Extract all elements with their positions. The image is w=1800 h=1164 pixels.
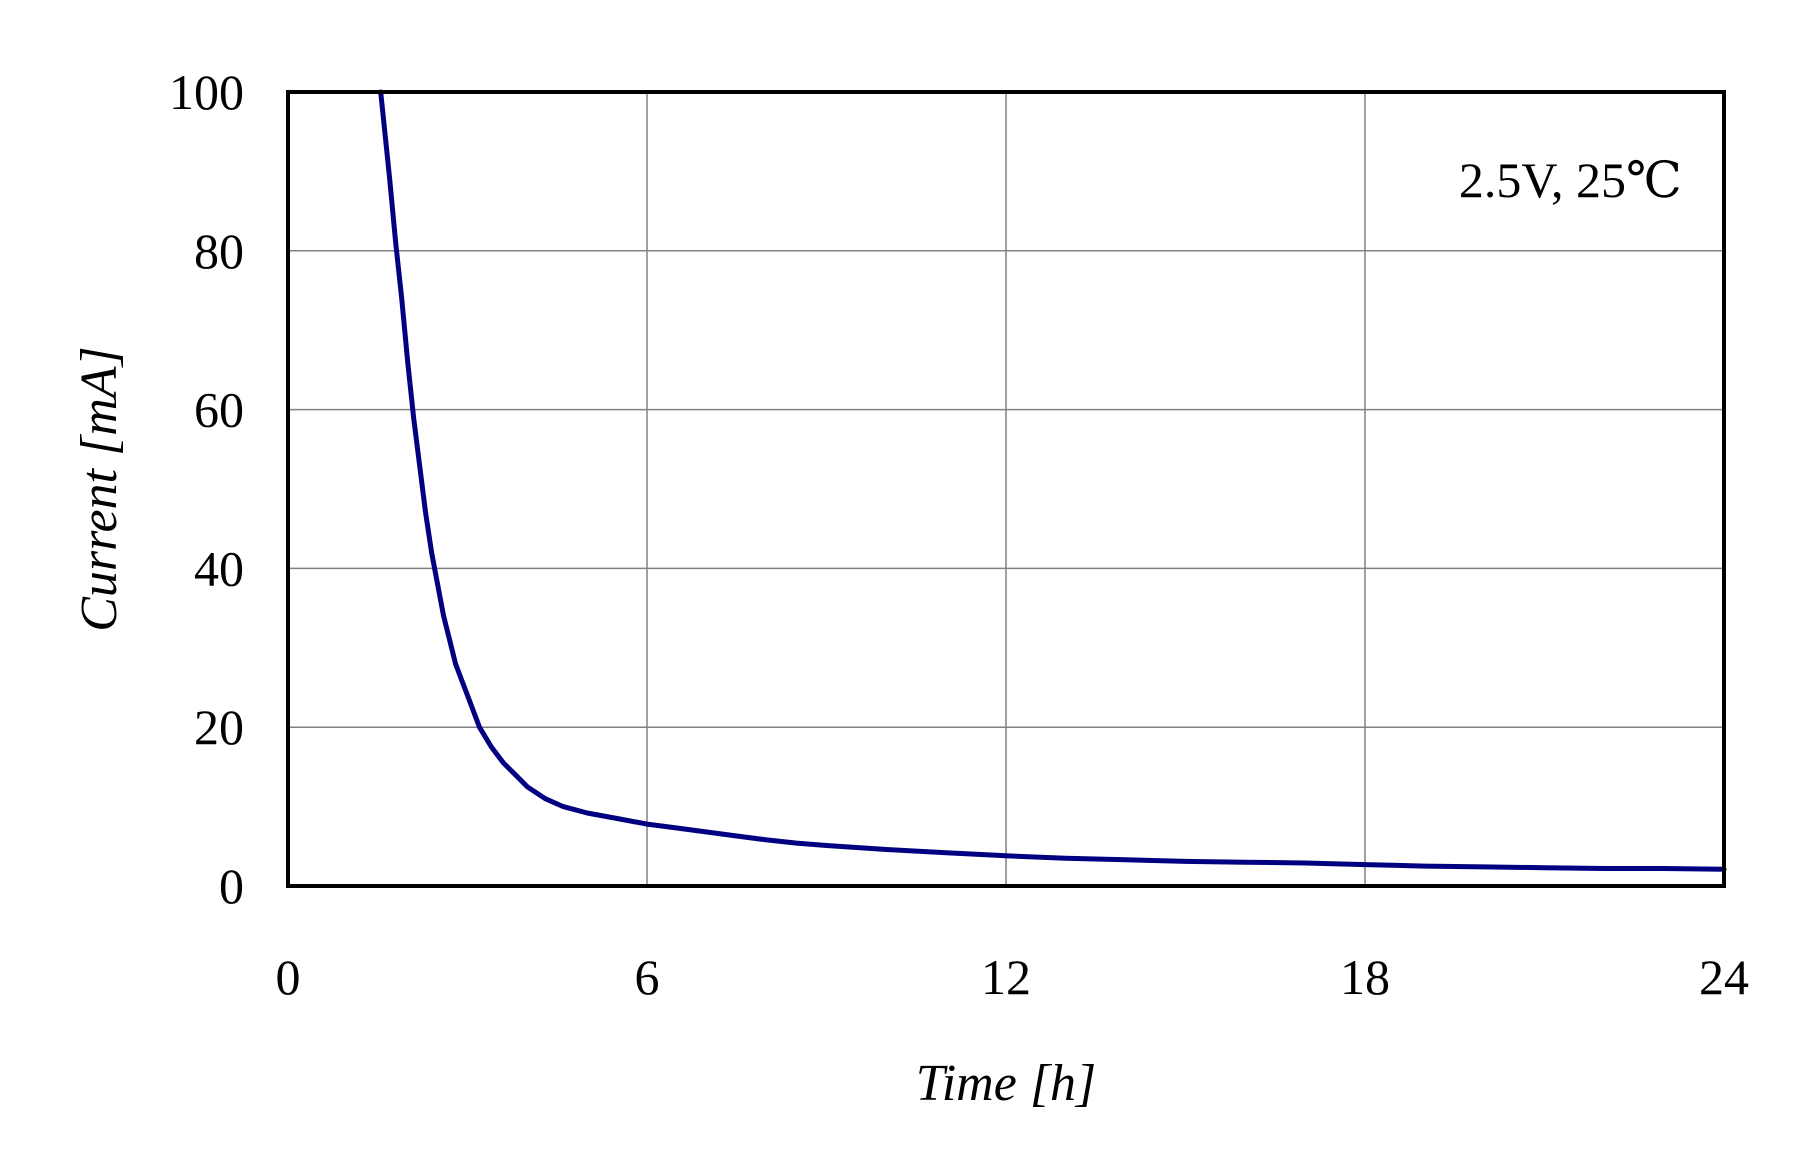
x-tick-label-2: 12 — [981, 949, 1031, 1005]
x-axis-tick-labels: 0 6 12 18 24 — [276, 949, 1750, 1005]
series-layer — [378, 89, 1727, 872]
y-tick-label-1: 20 — [194, 699, 244, 755]
x-axis-title: Time [h] — [916, 1055, 1097, 1112]
y-tick-label-0: 0 — [219, 858, 244, 914]
y-axis-title: Current [mA] — [71, 346, 128, 632]
series-line-current — [378, 89, 1727, 872]
y-tick-label-3: 60 — [194, 382, 244, 438]
plot-area-frame — [286, 90, 1726, 888]
grid — [288, 92, 1724, 886]
x-tick-label-3: 18 — [1340, 949, 1390, 1005]
y-tick-label-2: 40 — [194, 540, 244, 596]
x-tick-label-0: 0 — [276, 949, 301, 1005]
y-tick-label-5: 100 — [169, 64, 244, 120]
x-tick-label-1: 6 — [635, 949, 660, 1005]
condition-annotation: 2.5V, 25℃ — [1459, 152, 1682, 208]
x-tick-label-4: 24 — [1699, 949, 1749, 1005]
y-tick-label-4: 80 — [194, 223, 244, 279]
y-axis-tick-labels: 0 20 40 60 80 100 — [169, 64, 244, 914]
